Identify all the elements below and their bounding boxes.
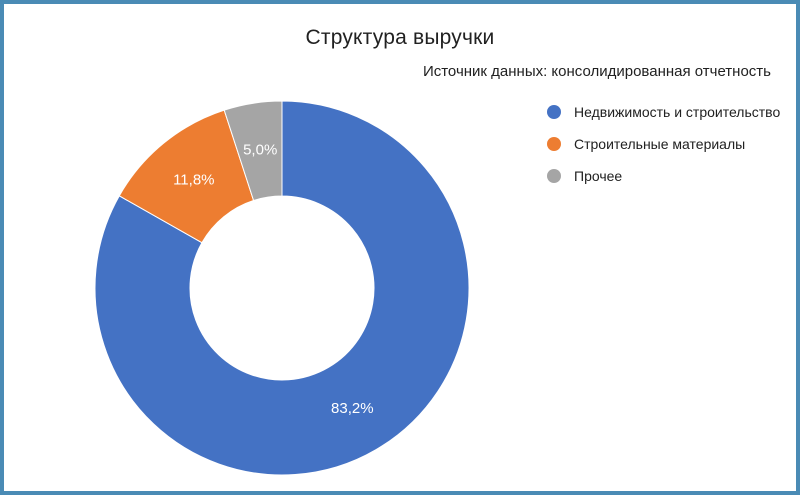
- slice-percentage-label: 83,2%: [331, 400, 374, 417]
- legend-marker-circle-icon: [547, 137, 561, 151]
- legend-label: Строительные материалы: [574, 136, 746, 152]
- pie-slice: [94, 100, 470, 476]
- legend-item: Строительные материалы: [547, 136, 780, 152]
- legend: Недвижимость и строительство Строительные…: [547, 104, 780, 184]
- slice-percentage-label: 5,0%: [243, 142, 277, 159]
- legend-item: Прочее: [547, 168, 780, 184]
- pie-slice: [223, 100, 283, 202]
- legend-label: Недвижимость и строительство: [574, 104, 781, 120]
- legend-marker-circle-icon: [547, 105, 561, 119]
- chart-title: Структура выручки: [305, 26, 495, 49]
- donut-chart: 83,2% 11,8% 5,0%: [94, 100, 470, 476]
- chart-subtitle: Источник данных: консолидированная отчет…: [422, 63, 771, 80]
- legend-label: Прочее: [574, 168, 623, 184]
- legend-marker-circle-icon: [547, 169, 561, 183]
- legend-item: Недвижимость и строительство: [547, 104, 780, 120]
- slice-percentage-label: 11,8%: [173, 172, 214, 189]
